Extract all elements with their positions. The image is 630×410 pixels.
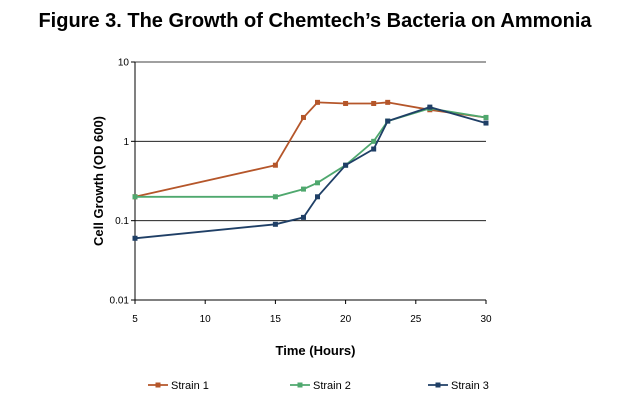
x-tick-label: 5 [132,314,138,325]
data-point [483,114,489,120]
y-tick-label: 1 [123,137,129,148]
data-point [483,120,489,126]
data-point [315,99,321,105]
x-tick-label: 20 [340,314,352,325]
legend-swatch-marker [155,382,161,388]
series-line-3 [134,106,487,240]
x-tick-label: 25 [410,314,422,325]
data-point [343,100,349,106]
legend-label: Strain 3 [451,380,489,392]
data-point [371,100,377,106]
data-point [371,146,377,152]
y-tick-label: 0.1 [115,216,129,227]
data-point [427,104,433,110]
y-tick-label: 0.01 [110,296,130,307]
data-point [300,214,306,220]
data-point [371,138,377,144]
legend-label: Strain 2 [313,380,351,392]
data-point [385,99,391,105]
y-axis-title: Cell Growth (OD 600) [91,116,106,246]
data-point [315,180,321,186]
legend-swatch-marker [435,382,441,388]
data-point [300,186,306,192]
x-tick-label: 15 [270,314,282,325]
chart-title: Figure 3. The Growth of Chemtech’s Bacte… [38,10,592,32]
data-point [385,118,391,124]
data-point [132,235,138,241]
data-point [272,162,278,168]
series-line-2 [135,107,487,198]
data-point [272,194,278,200]
data-point [272,221,278,227]
x-tick-label: 30 [480,314,492,325]
legend-label: Strain 1 [171,380,209,392]
y-tick-label: 10 [118,58,130,69]
legend-swatch-marker [297,382,303,388]
data-point [343,162,349,168]
series-line-1 [134,101,487,198]
x-tick-label: 10 [200,314,212,325]
data-point [300,114,306,120]
x-axis-title: Time (Hours) [276,343,356,358]
data-point [315,194,321,200]
data-point [132,194,138,200]
